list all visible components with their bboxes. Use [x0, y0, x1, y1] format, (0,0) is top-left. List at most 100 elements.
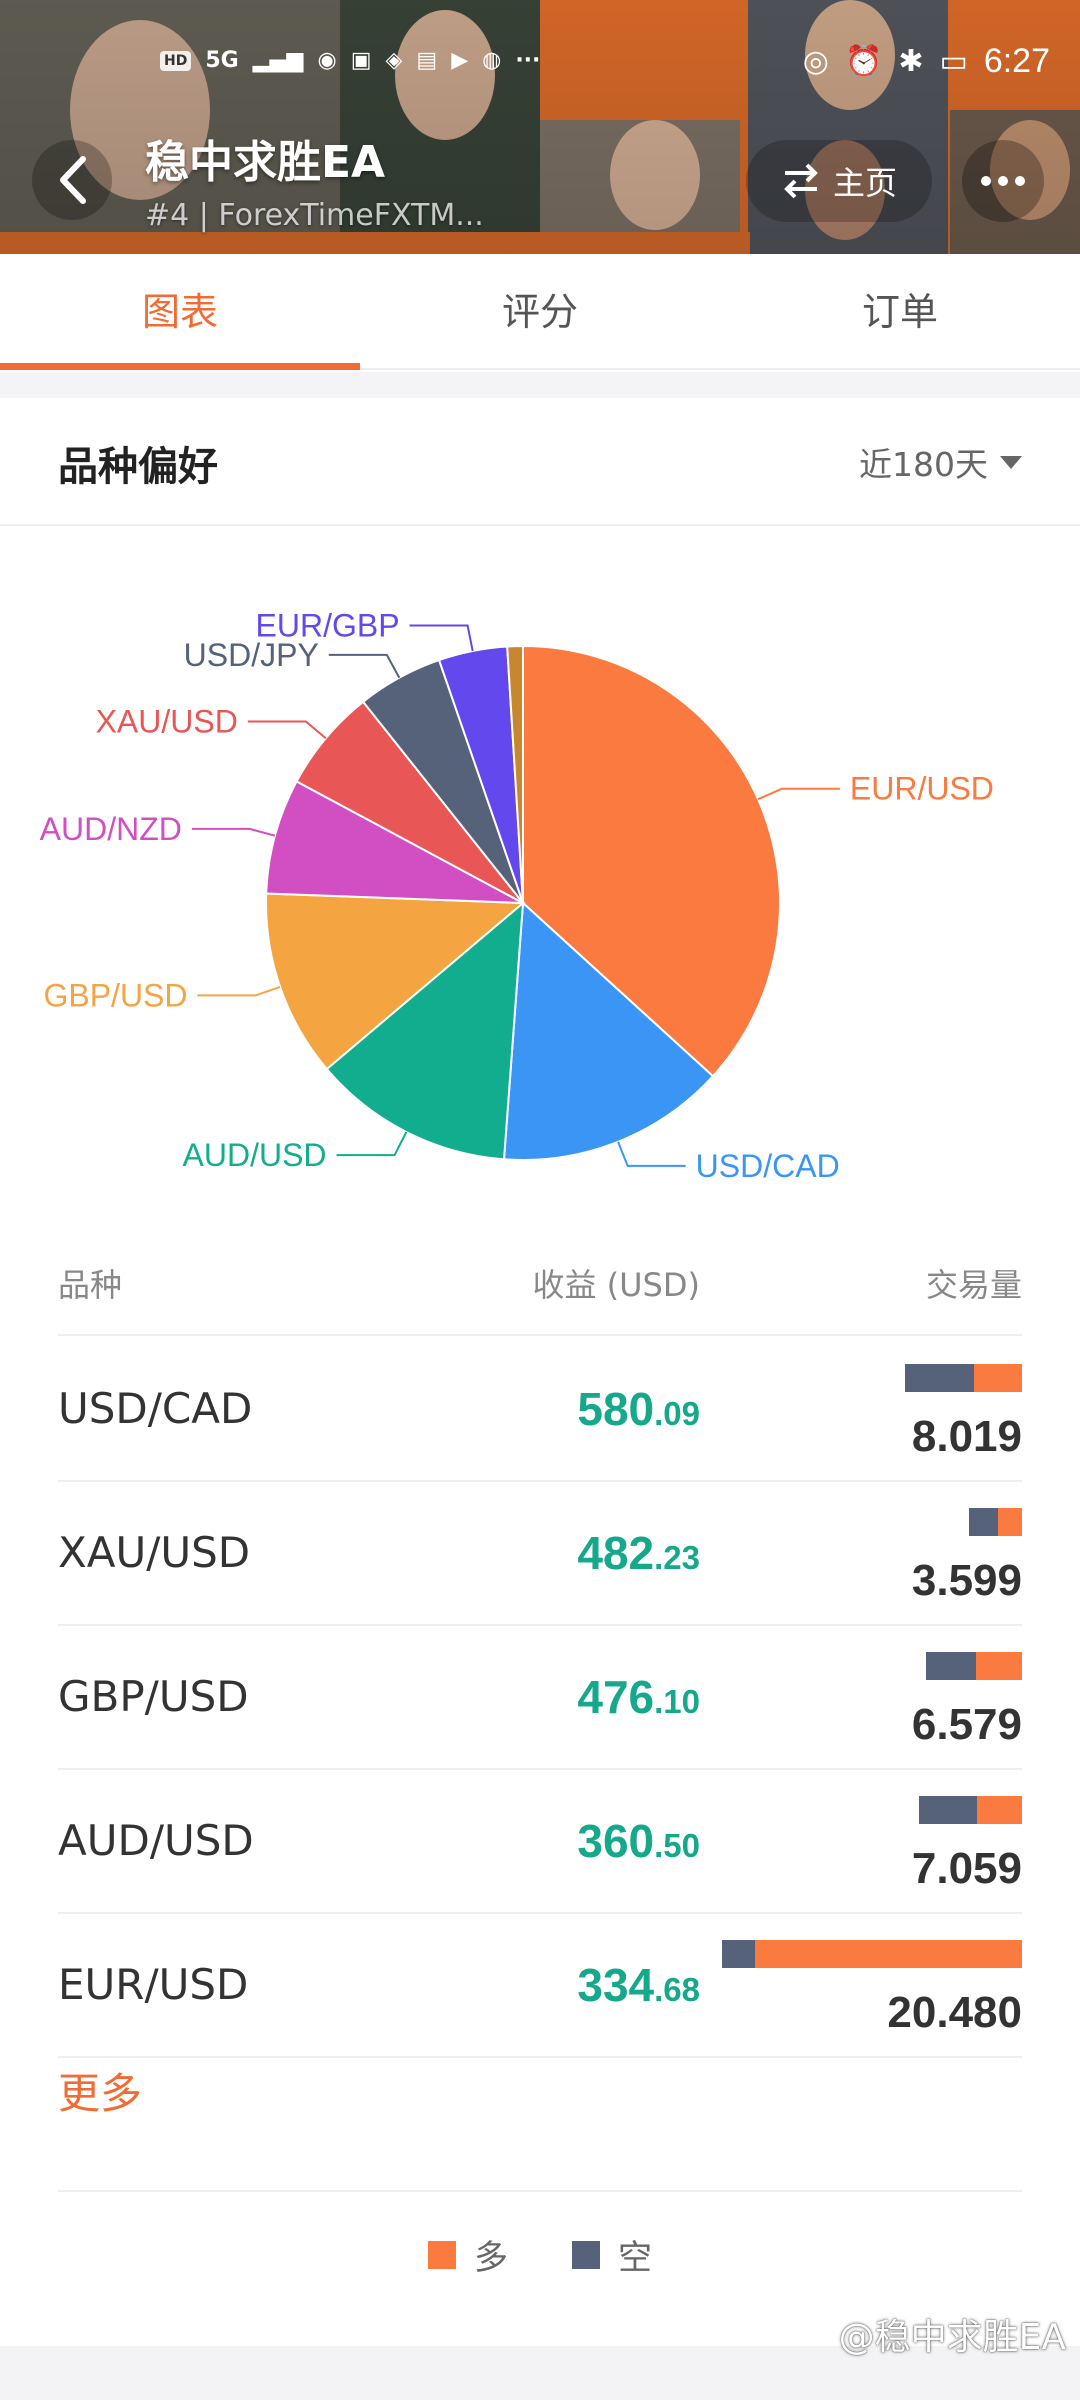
eye-icon: ◎ — [802, 44, 829, 79]
pie-slice-label: USD/JPY — [184, 637, 319, 673]
header-photo-face — [395, 10, 495, 140]
legend-item-short: 空 — [572, 2230, 652, 2279]
bulb-icon: ◈ — [385, 48, 403, 73]
row-profit-integer: 360 — [577, 1815, 655, 1867]
pie-label-line — [247, 720, 327, 739]
short-bar-segment — [969, 1508, 999, 1536]
network-5g-badge: 5G — [205, 48, 239, 73]
row-profit: 482.23 — [577, 1526, 700, 1580]
row-profit: 360.50 — [577, 1814, 700, 1868]
row-volume: 20.480 — [887, 1988, 1022, 2037]
column-header-profit: 收益 (USD) — [532, 1266, 700, 1304]
table-header: 品种 收益 (USD) 交易量 — [58, 1250, 1022, 1336]
pie-slice-label: EUR/GBP — [256, 607, 400, 643]
status-bar-left: HD 5G ▂▄▆ ◉ ▣ ◈ ▤ ▶ ◍ ··· — [160, 48, 540, 73]
more-dot-icon — [1015, 176, 1025, 186]
section-header: 品种偏好 近180天 — [0, 398, 1080, 526]
table-row[interactable]: GBP/USD 476.10 6.579 — [58, 1626, 1022, 1770]
pie-slice-aud-usd[interactable] — [325, 900, 525, 1161]
pie-slice-usd-cad[interactable] — [502, 900, 715, 1161]
legend-label-long: 多 — [474, 2238, 508, 2278]
pie-slice-label: USD/CAD — [696, 1148, 840, 1184]
short-bar-segment — [918, 1796, 977, 1824]
more-options-button[interactable] — [962, 140, 1044, 222]
more-link[interactable]: 更多 — [58, 2069, 143, 2118]
header-photo-face — [990, 120, 1070, 220]
row-pair: USD/CAD — [58, 1384, 253, 1433]
pie-slice-aud-nzd[interactable] — [265, 780, 524, 904]
tab-chart[interactable]: 图表 — [141, 290, 218, 334]
legend-label-short: 空 — [618, 2238, 652, 2278]
home-button[interactable]: 主页 — [746, 140, 932, 222]
page-subtitle: #4 | ForexTimeFXTM... — [145, 198, 484, 233]
home-button-label: 主页 — [832, 164, 897, 202]
row-profit: 580.09 — [577, 1382, 700, 1436]
swap-icon — [784, 163, 818, 199]
pie-label-line — [197, 985, 281, 997]
row-profit-integer: 476 — [577, 1671, 655, 1723]
section-gap — [0, 372, 1080, 398]
header-photo-face — [805, 140, 885, 240]
long-bar-segment — [973, 1364, 1022, 1392]
pie-slice-other[interactable] — [506, 644, 524, 904]
row-volume: 7.059 — [911, 1844, 1022, 1893]
browser-icon: ◍ — [482, 48, 502, 73]
pie-slice-label: GBP/USD — [43, 977, 187, 1013]
row-profit: 334.68 — [577, 1958, 700, 2012]
watermark-text: @稳中求胜EA — [838, 2317, 1066, 2358]
row-profit: 476.10 — [577, 1670, 700, 1724]
app-notification-icon: ▣ — [350, 48, 372, 73]
pair-table: USD/CAD 580.09 8.019 XAU/USD 482.23 3.59… — [58, 1338, 1022, 2058]
column-header-pair: 品种 — [58, 1266, 123, 1304]
tab-orders[interactable]: 订单 — [861, 290, 938, 334]
short-bar-segment — [925, 1652, 976, 1680]
pie-slice-label: AUD/USD — [183, 1137, 327, 1173]
period-dropdown[interactable]: 近180天 — [859, 438, 1022, 486]
pie-slice-label: AUD/NZD — [40, 811, 182, 847]
period-label: 近180天 — [859, 445, 988, 484]
long-bar-segment — [755, 1940, 1022, 1968]
status-time: 6:27 — [983, 42, 1050, 80]
pie-slice-label: EUR/USD — [850, 771, 994, 807]
table-row[interactable]: USD/CAD 580.09 8.019 — [58, 1338, 1022, 1482]
status-bar: HD 5G ▂▄▆ ◉ ▣ ◈ ▤ ▶ ◍ ··· ◎ ⏰ ✱ ▭ 6:27 — [0, 40, 1080, 100]
row-profit-decimal: .50 — [654, 1827, 700, 1864]
long-short-bar — [969, 1508, 1022, 1536]
pie-label-line — [757, 787, 840, 801]
row-profit-decimal: .09 — [654, 1395, 700, 1432]
back-button[interactable] — [32, 140, 112, 220]
long-bar-segment — [998, 1508, 1022, 1536]
play-icon: ▶ — [451, 48, 469, 73]
table-row[interactable]: XAU/USD 482.23 3.599 — [58, 1482, 1022, 1626]
pie-slice-eur-usd[interactable] — [522, 644, 781, 1078]
row-pair: AUD/USD — [58, 1816, 254, 1865]
row-profit-decimal: .10 — [654, 1683, 700, 1720]
table-row[interactable]: AUD/USD 360.50 7.059 — [58, 1770, 1022, 1914]
row-pair: XAU/USD — [58, 1528, 251, 1577]
pie-slice-gbp-usd[interactable] — [265, 892, 526, 1071]
legend-swatch-long — [428, 2240, 456, 2269]
row-profit-decimal: .23 — [654, 1539, 700, 1576]
row-volume: 3.599 — [911, 1556, 1022, 1605]
chevron-left-icon — [60, 156, 86, 204]
pie-chart: EUR/USD USD/CAD AUD/USD GBP/USD AUD/NZD XAU/U… — [40, 607, 994, 1184]
more-dot-icon — [981, 176, 991, 186]
more-dot-icon — [998, 176, 1008, 186]
pie-label-line — [191, 827, 276, 837]
battery-charging-icon: ▭ — [939, 44, 968, 79]
column-header-volume: 交易量 — [925, 1266, 1022, 1304]
bar-legend: 多 空 — [0, 2230, 1080, 2279]
long-bar-segment — [975, 1652, 1022, 1680]
hotspot-icon: ◉ — [317, 48, 337, 73]
ellipsis-icon: ··· — [515, 48, 541, 73]
header-shade — [0, 0, 1080, 254]
pie-label-line — [409, 624, 474, 652]
alarm-icon: ⏰ — [844, 44, 883, 79]
row-volume: 8.019 — [911, 1412, 1022, 1461]
header-photo-face — [610, 120, 700, 230]
tab-rating[interactable]: 评分 — [501, 290, 578, 334]
row-pair: GBP/USD — [58, 1672, 249, 1721]
caret-down-icon — [1000, 455, 1022, 469]
table-row[interactable]: EUR/USD 334.68 20.480 — [58, 1914, 1022, 2058]
short-bar-segment — [722, 1940, 755, 1968]
